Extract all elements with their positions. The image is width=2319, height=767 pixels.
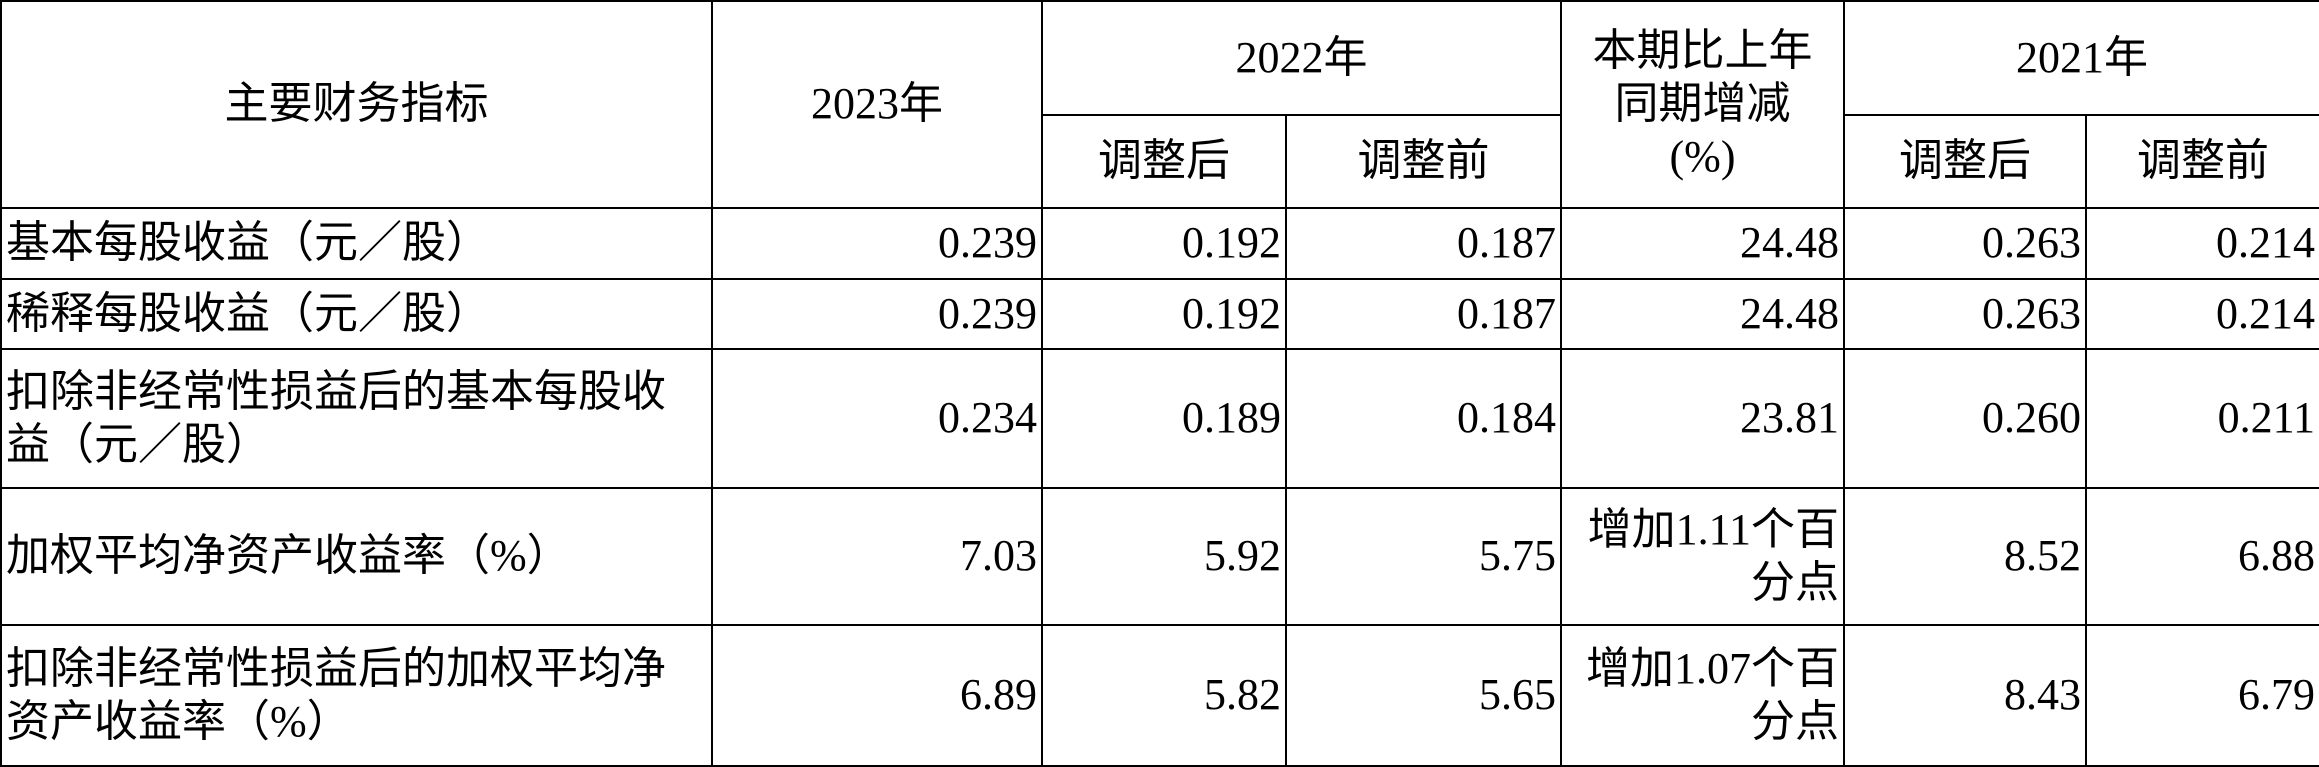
table-cell: 5.92 (1041, 487, 1287, 626)
table-cell: 0.234 (711, 348, 1043, 489)
table-cell: 0.239 (711, 278, 1043, 350)
table-cell: 0.187 (1285, 207, 1562, 280)
table-cell: 0.214 (2085, 278, 2319, 350)
table-cell: 0.260 (1843, 348, 2087, 489)
table-cell: 0.187 (1285, 278, 1562, 350)
table-row: 扣除非经常性损益后的基本每股收益（元／股） 0.234 0.189 0.184 23.8… (0, 348, 2319, 489)
table-cell: 7.03 (711, 487, 1043, 626)
table-cell: 调整前 (1285, 114, 1562, 209)
table-row: 主要财务指标 2023年 2022年 本期比上年同期增减(%) 2021年 (0, 0, 2319, 209)
table-cell: 2021年 (1843, 0, 2319, 116)
table-cell: 8.52 (1843, 487, 2087, 626)
table-cell: 0.263 (1843, 278, 2087, 350)
table-row: 加权平均净资产收益率（%） 7.03 5.92 5.75 增加1.11个百分点 8.52 6… (0, 487, 2319, 626)
table-cell: 6.89 (711, 624, 1043, 767)
table-cell: 23.81 (1560, 348, 1845, 489)
table-cell: 6.79 (2085, 624, 2319, 767)
table-cell: 本期比上年同期增减(%) (1560, 0, 1845, 209)
table-cell: 调整后 (1041, 114, 1287, 209)
table-cell: 稀释每股收益（元／股） (0, 278, 713, 350)
table-cell: 6.88 (2085, 487, 2319, 626)
table-cell: 0.214 (2085, 207, 2319, 280)
table-cell: 24.48 (1560, 207, 1845, 280)
table-row: 调整后 调整前 调整后 调整前 (1, 114, 2319, 209)
table-cell: 0.192 (1041, 207, 1287, 280)
table-row: 稀释每股收益（元／股） 0.239 0.192 0.187 24.48 0.263 0.21… (0, 278, 2319, 350)
table-cell: 增加1.07个百分点 (1560, 624, 1845, 767)
table-cell: 24.48 (1560, 278, 1845, 350)
table-cell: 增加1.11个百分点 (1560, 487, 1845, 626)
table-cell: 2023年 (711, 0, 1043, 209)
table-cell: 5.82 (1041, 624, 1287, 767)
table-cell: 0.239 (711, 207, 1043, 280)
table-cell: 主要财务指标 (0, 0, 713, 209)
table-cell: 5.75 (1285, 487, 1562, 626)
table-cell: 加权平均净资产收益率（%） (0, 487, 713, 626)
table-cell: 扣除非经常性损益后的加权平均净资产收益率（%） (0, 624, 713, 767)
table-cell: 0.189 (1041, 348, 1287, 489)
table-cell: 扣除非经常性损益后的基本每股收益（元／股） (0, 348, 713, 489)
table-cell: 0.184 (1285, 348, 1562, 489)
table-cell: 调整前 (2085, 114, 2319, 209)
table-cell: 调整后 (1843, 114, 2087, 209)
table-cell: 2022年 (1041, 0, 1562, 116)
table-cell: 0.211 (2085, 348, 2319, 489)
table-cell: 0.192 (1041, 278, 1287, 350)
table-row: 基本每股收益（元／股） 0.239 0.192 0.187 24.48 0.263 0.21… (0, 207, 2319, 280)
table-cell: 5.65 (1285, 624, 1562, 767)
table-cell: 基本每股收益（元／股） (0, 207, 713, 280)
table-cell: 0.263 (1843, 207, 2087, 280)
table-row: 扣除非经常性损益后的加权平均净资产收益率（%） 6.89 5.82 5.65 增加1.0… (0, 624, 2319, 767)
table-cell: 8.43 (1843, 624, 2087, 767)
